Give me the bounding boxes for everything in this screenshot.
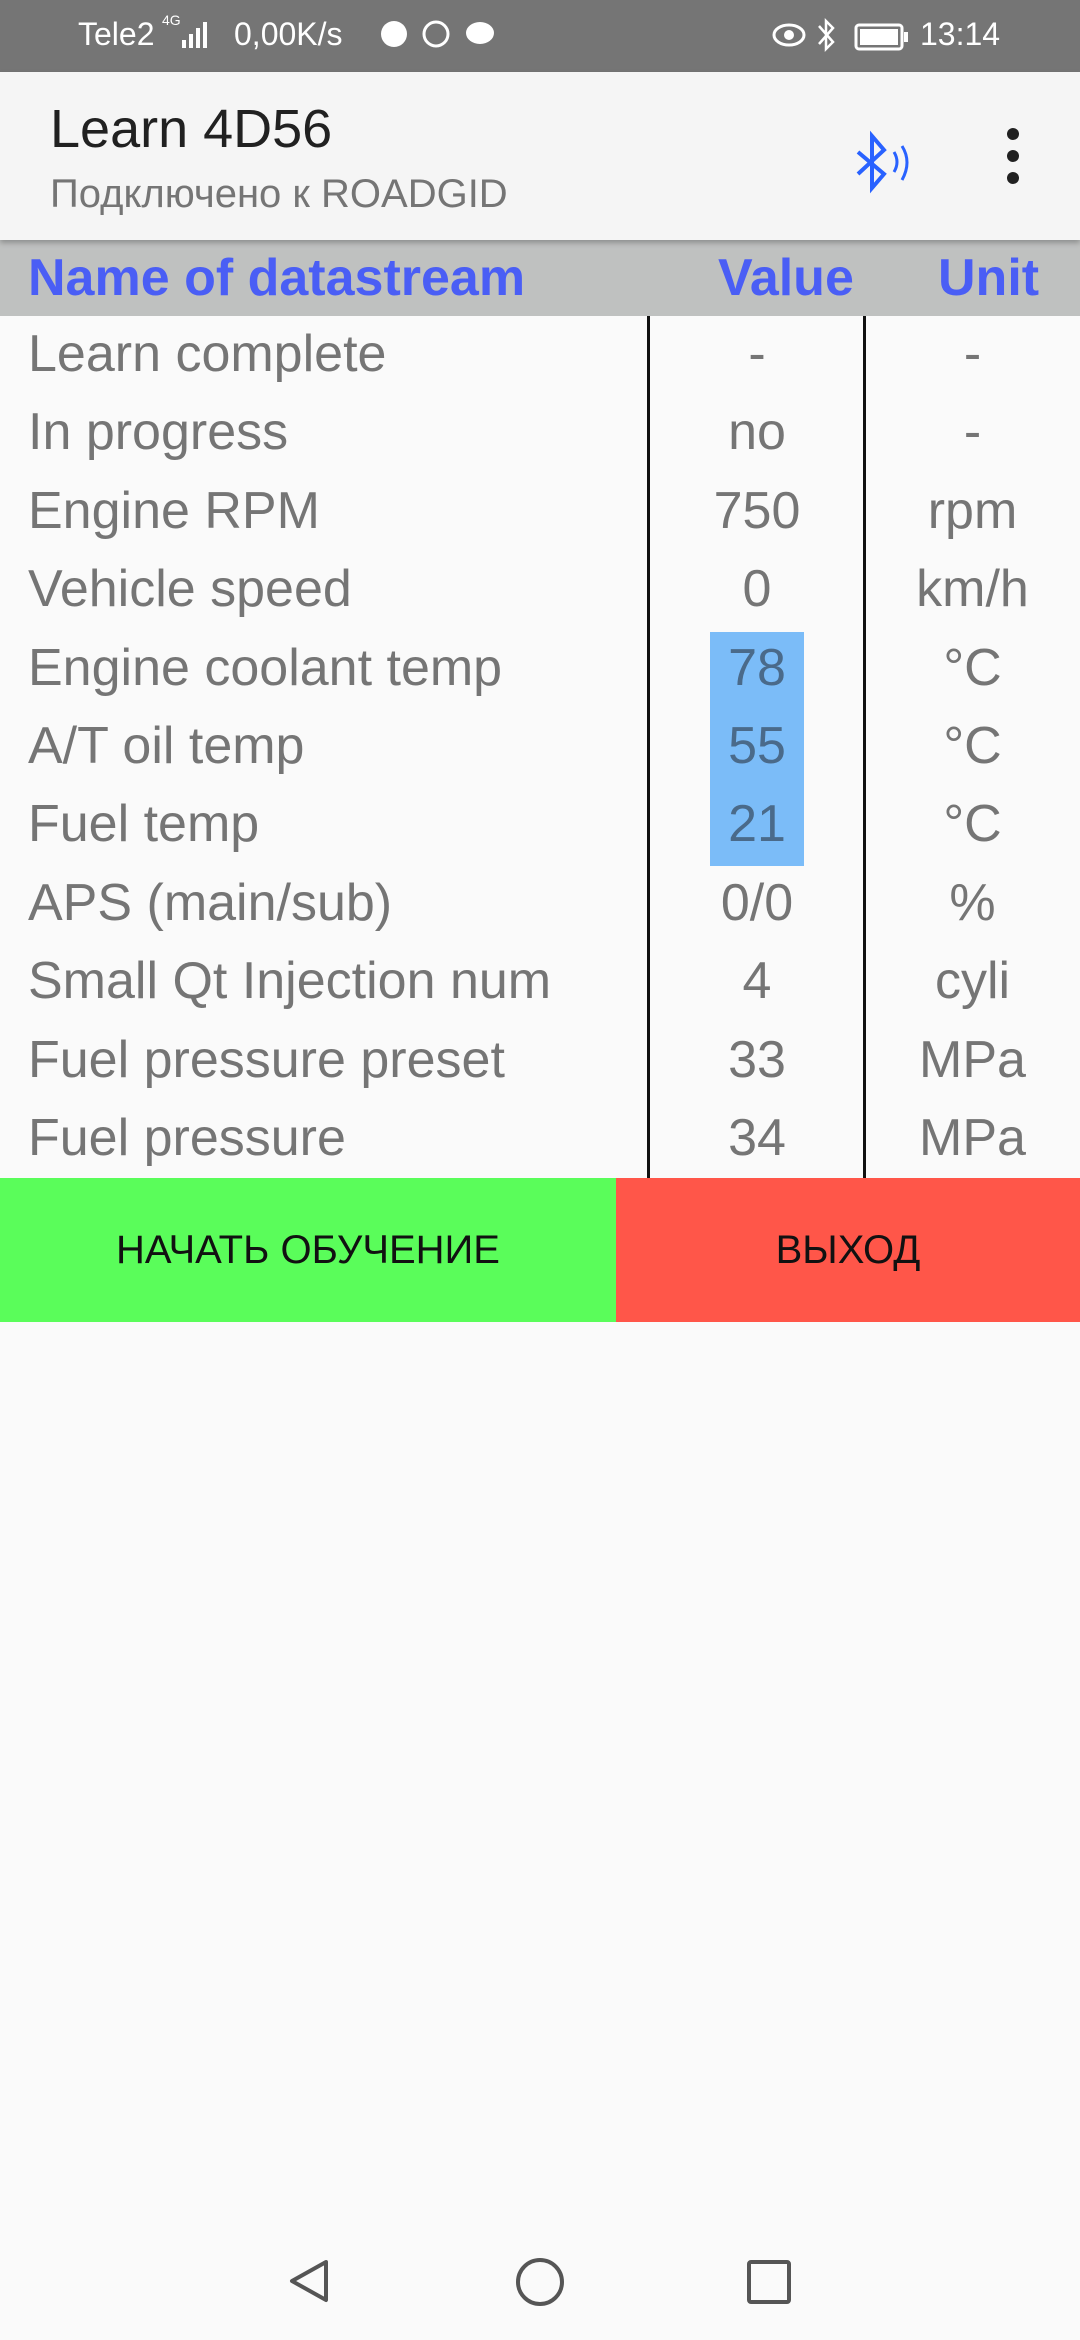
table-row: Fuel pressure 34 MPa — [0, 1100, 1080, 1178]
header-value: Value — [718, 249, 854, 307]
table-row: Small Qt Injection num 4 cyli — [0, 943, 1080, 1021]
table-row: In progress no - — [0, 394, 1080, 472]
datastream-name: Fuel temp — [28, 795, 260, 854]
start-learning-button[interactable]: НАЧАТЬ ОБУЧЕНИЕ — [0, 1178, 616, 1322]
datastream-unit: - — [963, 325, 982, 383]
datastream-name: Vehicle speed — [28, 560, 352, 619]
datastream-value: 750 — [713, 481, 801, 540]
network-type: 4G — [162, 12, 181, 28]
app-bar: Learn 4D56 Подключено к ROADGID — [0, 72, 1080, 240]
datastream-name: Fuel pressure preset — [28, 1030, 505, 1089]
datastream-name: APS (main/sub) — [28, 873, 393, 932]
datastream-unit: cyli — [934, 952, 1011, 1011]
column-divider — [647, 316, 650, 1178]
datastream-value: 34 — [728, 1108, 786, 1167]
datastream-name: In progress — [28, 403, 289, 462]
table-row: A/T oil temp 55 °C — [0, 708, 1080, 786]
notification-icons — [380, 20, 500, 60]
datastream-name: A/T oil temp — [28, 716, 305, 775]
table-row: Fuel pressure preset 33 MPa — [0, 1022, 1080, 1100]
home-icon[interactable] — [514, 2256, 566, 2308]
status-bar: Tele2 4G 0,00K/s 13:14 — [0, 0, 1080, 72]
signal-icon — [178, 18, 214, 58]
network-speed: 0,00K/s — [234, 16, 343, 52]
datastream-unit: % — [949, 873, 996, 932]
page-title: Learn 4D56 — [50, 99, 333, 159]
header-name: Name of datastream — [28, 249, 526, 307]
header-unit: Unit — [938, 249, 1040, 307]
table-row: Engine RPM 750 rpm — [0, 473, 1080, 551]
more-options-icon[interactable] — [998, 128, 1028, 188]
datastream-unit: km/h — [916, 560, 1029, 619]
datastream-unit: - — [963, 403, 982, 462]
back-icon[interactable] — [284, 2256, 334, 2306]
navigation-bar — [0, 2240, 1080, 2340]
datastream-name: Engine coolant temp — [28, 638, 503, 697]
datastream-name: Small Qt Injection num — [28, 952, 552, 1011]
table-row: Learn complete - - — [0, 316, 1080, 394]
table-row: Engine coolant temp 78 °C — [0, 630, 1080, 708]
datastream-value: 78 — [728, 638, 786, 697]
clock: 13:14 — [920, 16, 1001, 52]
datastream-unit: MPa — [919, 1108, 1026, 1167]
datastream-value: 0/0 — [720, 873, 794, 932]
column-divider — [863, 316, 866, 1178]
datastream-value: 55 — [728, 716, 786, 775]
table-row: Fuel temp 21 °C — [0, 786, 1080, 864]
table-row: APS (main/sub) 0/0% — [0, 865, 1080, 943]
datastream-name: Learn complete — [28, 325, 387, 383]
datastream-name: Fuel pressure — [28, 1108, 346, 1167]
exit-button[interactable]: ВЫХОД — [616, 1178, 1080, 1322]
datastream-name: Engine RPM — [28, 481, 320, 540]
datastream-value: 21 — [728, 795, 786, 854]
datastream-unit: rpm — [927, 481, 1018, 540]
datastream-value: 4 — [742, 952, 772, 1011]
datastream-unit: °C — [943, 638, 1002, 697]
battery-icon — [854, 22, 910, 59]
table-header: Name of datastream Value Unit — [0, 240, 1080, 316]
eye-icon — [772, 20, 806, 58]
recents-icon[interactable] — [745, 2258, 793, 2306]
datastream-value: no — [728, 403, 786, 462]
datastream-value: 0 — [742, 560, 772, 619]
datastream-table: Learn complete - - In progress no - Engine RPM… — [0, 316, 1080, 1178]
datastream-unit: °C — [943, 795, 1002, 854]
carrier: Tele2 — [78, 16, 155, 52]
connection-status: Подключено к ROADGID — [50, 172, 508, 216]
bluetooth-status-icon — [815, 16, 837, 62]
bluetooth-connected-icon[interactable] — [850, 124, 930, 205]
datastream-unit: MPa — [919, 1030, 1026, 1089]
datastream-value: 33 — [728, 1030, 786, 1089]
datastream-unit: °C — [943, 716, 1002, 775]
value-highlight — [710, 632, 804, 866]
table-row: Vehicle speed 0 km/h — [0, 551, 1080, 629]
datastream-value: - — [748, 325, 766, 383]
